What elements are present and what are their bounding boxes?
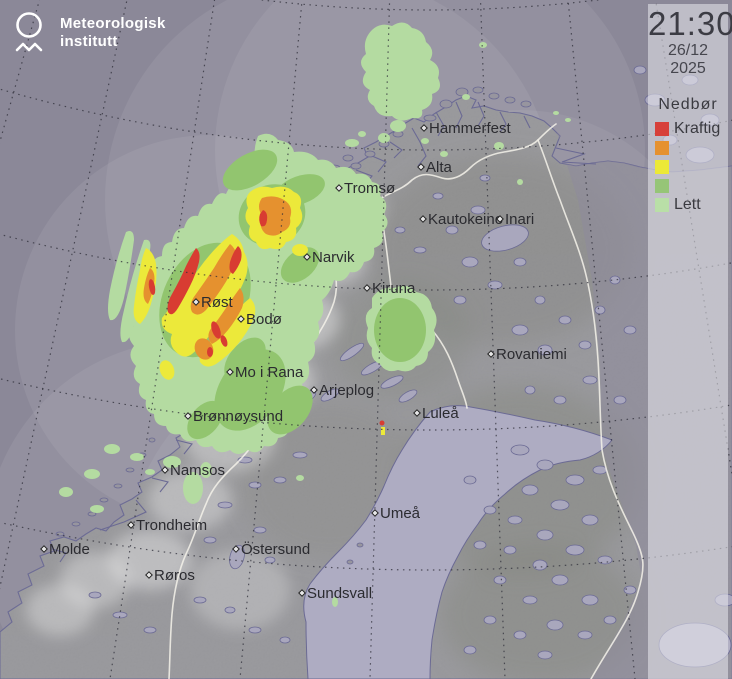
- gulf-of-bothnia: [303, 405, 613, 679]
- city-label: Östersund: [241, 540, 310, 558]
- city-label: Narvik: [312, 249, 355, 266]
- city-arjeplog: Arjeplog: [310, 382, 374, 399]
- legend-item: [648, 158, 728, 177]
- city-label: Tromsø: [344, 180, 395, 197]
- city-östersund: Östersund: [232, 540, 310, 558]
- city-marker-icon: [371, 509, 379, 517]
- city-luleå: Luleå: [413, 405, 459, 422]
- city-marker-icon: [303, 253, 311, 261]
- city-marker-icon: [145, 571, 153, 579]
- city-mo-i-rana: Mo i Rana: [226, 364, 304, 381]
- city-molde: Molde: [40, 541, 90, 558]
- city-marker-icon: [363, 284, 371, 292]
- city-label: Hammerfest: [429, 120, 512, 137]
- precip-strong: [143, 196, 292, 360]
- legend-swatch-2: [655, 160, 669, 174]
- city-marker-icon: [419, 215, 427, 223]
- logo-wave-icon: [15, 42, 43, 52]
- date-display: 26/12 2025: [667, 42, 709, 77]
- city-label: Inari: [505, 211, 534, 228]
- city-label: Røros: [154, 567, 195, 584]
- city-marker-icon: [310, 386, 318, 394]
- city-marker-icon: [496, 215, 504, 223]
- city-kautokeino: Kautokeino: [419, 211, 503, 228]
- precip-heavy: [148, 210, 385, 426]
- city-label: Kautokeino: [428, 211, 503, 228]
- met-logo: Meteorologisk institutt: [12, 10, 166, 56]
- city-label: Kiruna: [372, 280, 416, 297]
- city-marker-icon: [232, 545, 240, 553]
- legend-item: [648, 139, 728, 158]
- logo-circle-icon: [16, 12, 42, 38]
- legend-items: Kraftig Lett: [648, 120, 728, 215]
- city-marker-icon: [487, 350, 495, 358]
- city-marker-icon: [417, 163, 425, 171]
- precipitation-legend: Nedbør Kraftig Lett: [648, 96, 728, 215]
- legend-item: Lett: [648, 196, 728, 215]
- city-bodø: Bodø: [237, 311, 282, 328]
- city-marker-icon: [226, 368, 234, 376]
- city-kiruna: Kiruna: [363, 280, 416, 297]
- city-marker-icon: [420, 124, 428, 132]
- city-rovaniemi: Rovaniemi: [487, 346, 567, 363]
- city-marker-icon: [237, 315, 245, 323]
- legend-swatch-4: [655, 198, 669, 212]
- brand-name: Meteorologisk institutt: [60, 10, 166, 56]
- city-marker-icon: [40, 545, 48, 553]
- legend-title: Nedbør: [658, 96, 718, 113]
- city-label: Rovaniemi: [496, 346, 567, 363]
- brand-line1: Meteorologisk: [60, 15, 166, 32]
- city-brønnøysund: Brønnøysund: [184, 408, 283, 425]
- city-namsos: Namsos: [161, 462, 225, 479]
- city-røros: Røros: [145, 567, 195, 584]
- city-label: Arjeplog: [319, 382, 374, 399]
- city-marker-icon: [127, 521, 135, 529]
- legend-item: [648, 177, 728, 196]
- city-inari: Inari: [496, 211, 534, 228]
- city-trondheim: Trondheim: [127, 517, 207, 534]
- city-label: Brønnøysund: [193, 408, 283, 425]
- city-label: Molde: [49, 541, 90, 558]
- legend-swatch-0: [655, 122, 669, 136]
- city-hammerfest: Hammerfest: [420, 120, 512, 137]
- legend-label: Kraftig: [674, 120, 721, 137]
- info-panel: 21:30 26/12 2025 Nedbør Kraftig Lett: [648, 4, 732, 679]
- city-label: Luleå: [422, 405, 459, 422]
- time-display: 21:30: [648, 5, 732, 42]
- city-label: Alta: [426, 159, 453, 176]
- city-umeå: Umeå: [371, 505, 421, 522]
- city-tromsø: Tromsø: [335, 180, 395, 197]
- city-røst: Røst: [192, 294, 233, 311]
- met-logo-icon: [12, 10, 50, 56]
- city-marker-icon: [413, 409, 421, 417]
- clock: 21:30 26/12 2025: [648, 5, 732, 78]
- legend-swatch-1: [655, 141, 669, 155]
- city-marker-icon: [298, 589, 306, 597]
- city-marker-icon: [335, 184, 343, 192]
- precipitation-layer: [59, 22, 571, 607]
- cities-layer: Hammerfest Alta Tromsø Kautokeino Inari Narvi…: [40, 120, 567, 602]
- brand-line2: institutt: [60, 33, 118, 50]
- legend-swatch-3: [655, 179, 669, 193]
- city-label: Namsos: [170, 462, 225, 479]
- city-marker-icon: [192, 298, 200, 306]
- city-marker-icon: [184, 412, 192, 420]
- city-label: Røst: [201, 294, 233, 311]
- city-marker-icon: [161, 466, 169, 474]
- city-label: Trondheim: [136, 517, 207, 534]
- city-narvik: Narvik: [303, 249, 355, 266]
- city-label: Sundsvall: [307, 585, 372, 602]
- legend-item: Kraftig: [648, 120, 728, 139]
- city-alta: Alta: [417, 159, 453, 176]
- city-label: Bodø: [246, 311, 282, 328]
- city-label: Umeå: [380, 505, 421, 522]
- city-label: Mo i Rana: [235, 364, 304, 381]
- city-sundsvall: Sundsvall: [298, 585, 372, 602]
- legend-label: Lett: [674, 196, 701, 213]
